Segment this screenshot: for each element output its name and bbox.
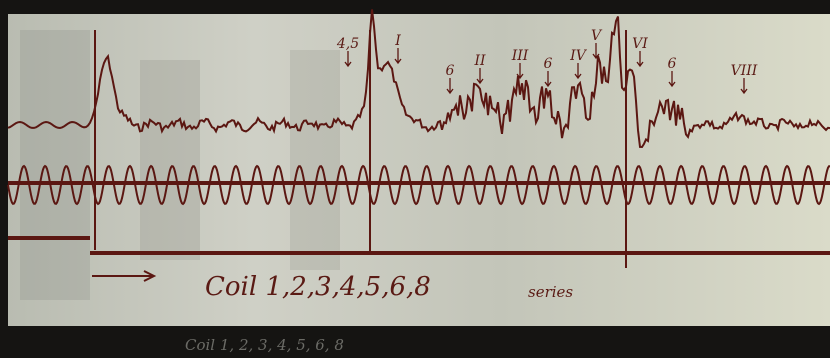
annotation-label: III <box>511 48 529 64</box>
smudge <box>290 50 340 270</box>
annotation-arrow <box>636 51 644 68</box>
annotation-arrow <box>574 63 582 80</box>
annotation-arrow <box>394 48 402 65</box>
paper <box>8 14 830 326</box>
traces <box>7 9 830 282</box>
annotation-arrow <box>592 43 600 60</box>
annotation-arrow <box>740 78 748 95</box>
annotation-label: 6 <box>544 56 553 72</box>
annotation-label: V <box>591 28 603 44</box>
annotation-label: II <box>473 53 486 69</box>
annotation-label: 6 <box>668 56 677 72</box>
annotation-arrow <box>668 71 676 88</box>
annotation-arrow <box>344 51 352 68</box>
footer-note: Coil 1, 2, 3, 4, 5, 6, 8 <box>185 336 344 354</box>
caption: Coil 1,2,3,4,5,6,8 <box>205 272 431 302</box>
annotation-arrow <box>544 71 552 88</box>
annotation-label: VIII <box>731 63 758 79</box>
annotation-label: 6 <box>446 63 455 79</box>
annotation-label: 4,5 <box>336 36 359 52</box>
annotation-label: IV <box>569 48 588 64</box>
sine-trace <box>7 164 830 206</box>
annotation-label: VI <box>632 36 648 52</box>
annotation-label: I <box>394 33 401 49</box>
annotation-arrow <box>516 63 524 80</box>
caption-suffix: series <box>528 283 573 301</box>
arrow-head <box>143 270 157 282</box>
smudge <box>20 30 90 300</box>
annotation-arrow <box>446 78 454 95</box>
smudge <box>140 60 200 260</box>
signal-trace <box>7 9 830 149</box>
annotation-arrow <box>476 68 484 85</box>
